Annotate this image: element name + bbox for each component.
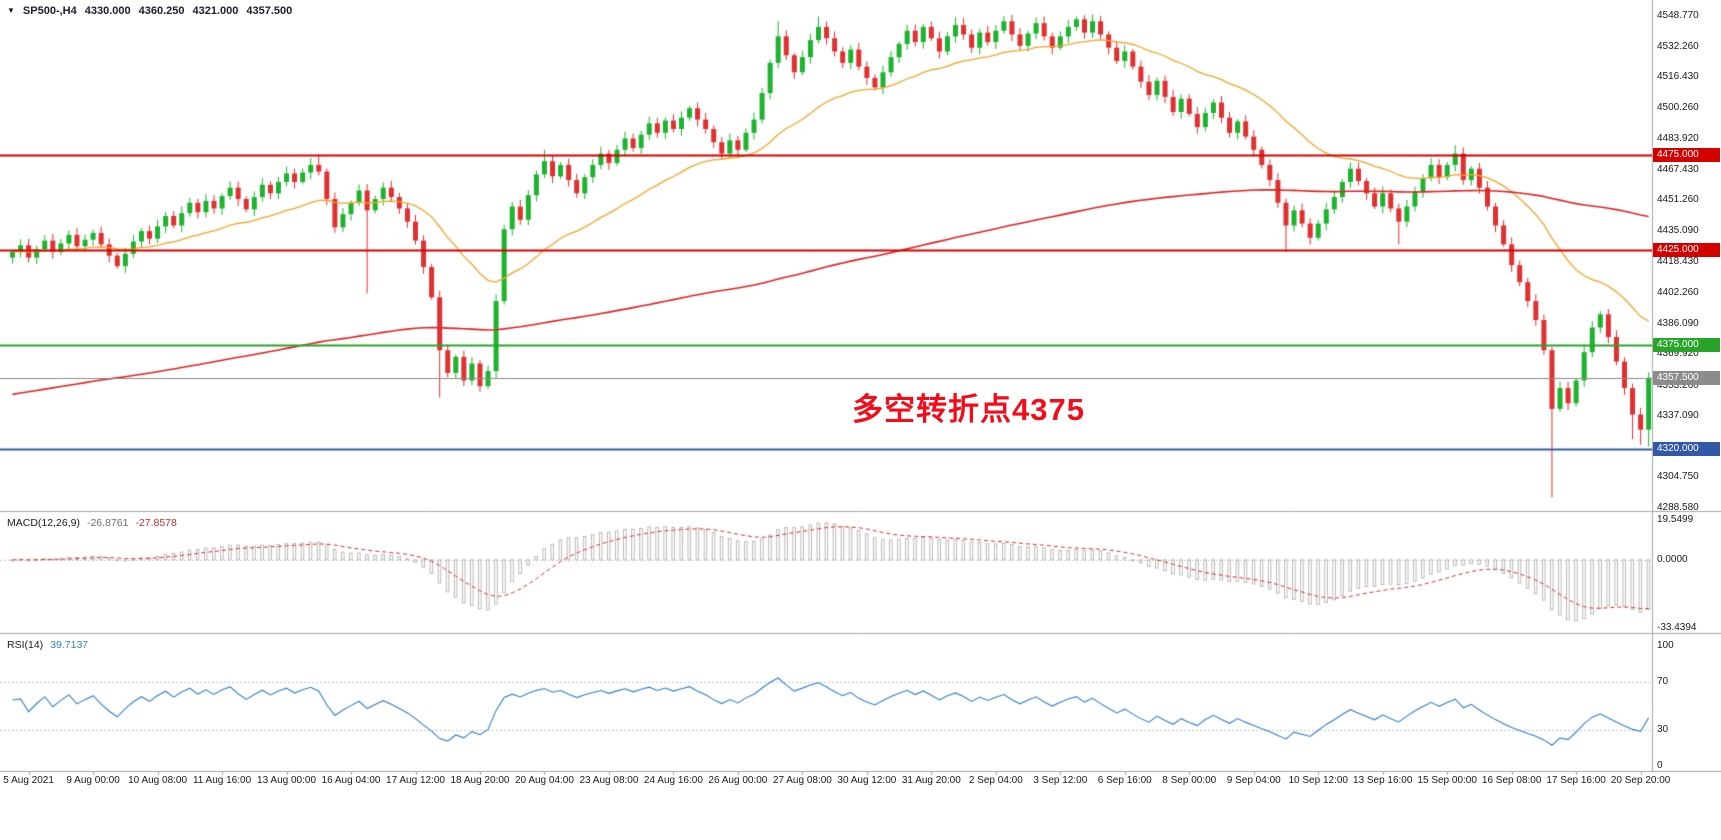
price-axis-label: 4418.430	[1657, 256, 1699, 268]
ohlc-close: 4357.500	[246, 5, 293, 17]
time-axis-label: 16 Sep 08:00	[1481, 775, 1542, 786]
time-axis-label: 31 Aug 20:00	[901, 775, 961, 786]
price-axis-label: 4516.430	[1657, 71, 1699, 83]
time-axis-label: 20 Sep 20:00	[1610, 775, 1671, 786]
rsi-axis-label: 30	[1657, 724, 1669, 735]
time-axis-label: 15 Sep 00:00	[1417, 775, 1477, 786]
rsi-value: 39.7137	[50, 639, 89, 651]
time-axis-label: 9 Aug 00:00	[66, 775, 120, 786]
price-level-label: 4475.000	[1653, 148, 1720, 163]
price-axis-label: 4337.090	[1657, 410, 1699, 422]
price-level-label: 4320.000	[1653, 441, 1720, 456]
time-axis-label: 13 Sep 16:00	[1352, 775, 1413, 786]
time-axis-label: 9 Sep 04:00	[1226, 775, 1281, 786]
price-axis-label: 4402.260	[1657, 287, 1699, 299]
time-axis-label: 11 Aug 16:00	[192, 775, 252, 786]
price-axis-label: 4353.260	[1657, 379, 1699, 391]
price-level-label: 4357.500	[1653, 370, 1720, 385]
time-axis-label: 5 Aug 2021	[3, 775, 54, 786]
price-axis-label: 4483.920	[1657, 132, 1699, 144]
time-axis-label: 17 Aug 12:00	[386, 775, 445, 786]
rsi-indicator-header: RSI(14) 39.7137	[7, 639, 88, 651]
price-axis-label: 4304.750	[1657, 471, 1699, 483]
time-axis-label: 10 Aug 08:00	[128, 775, 188, 786]
price-level-label: 4375.000	[1653, 337, 1720, 352]
symbol-ohlc-header: ▼ SP500-,H4 4330.000 4360.250 4321.000 4…	[7, 5, 292, 17]
price-axis-label: 4435.090	[1657, 224, 1699, 236]
price-axis-label: 4369.920	[1657, 348, 1699, 360]
macd-axis-label: -33.4394	[1657, 622, 1697, 633]
time-axis-label: 16 Aug 04:00	[321, 775, 381, 786]
price-axis-label: 4288.580	[1657, 502, 1699, 513]
rsi-title: RSI(14)	[7, 639, 44, 651]
time-axis-label: 20 Aug 04:00	[514, 775, 574, 786]
time-axis-label: 23 Aug 08:00	[579, 775, 639, 786]
ohlc-low: 4321.000	[192, 5, 239, 17]
price-axis-label: 4500.260	[1657, 101, 1699, 113]
price-axis-label: 4532.260	[1657, 41, 1699, 53]
time-axis-label: 26 Aug 00:00	[708, 775, 768, 786]
annotation-text[interactable]: 多空转折点4375	[852, 392, 1085, 427]
symbol-name: SP500-,H4	[22, 5, 77, 17]
ohlc-high: 4360.250	[138, 5, 185, 17]
chart-dropdown-icon[interactable]: ▼	[7, 6, 15, 15]
time-axis-label: 24 Aug 16:00	[643, 775, 703, 786]
time-axis-label: 6 Sep 16:00	[1097, 775, 1152, 786]
time-axis-label: 18 Aug 20:00	[450, 775, 510, 786]
macd-title: MACD(12,26,9)	[7, 517, 80, 529]
macd-indicator-header: MACD(12,26,9) -26.8761 -27.8578	[7, 517, 177, 529]
time-axis-label: 2 Sep 04:00	[968, 775, 1023, 786]
rsi-axis-label: 70	[1657, 676, 1669, 687]
price-axis-label: 4467.430	[1657, 163, 1699, 175]
time-axis-label: 8 Sep 00:00	[1162, 775, 1217, 786]
price-axis-label: 4386.090	[1657, 317, 1699, 329]
macd-main-value: -26.8761	[86, 517, 129, 529]
rsi-axis-label: 0	[1657, 760, 1663, 771]
ohlc-open: 4330.000	[84, 5, 131, 17]
macd-signal-value: -27.8578	[135, 517, 177, 529]
time-axis-label: 13 Aug 00:00	[257, 775, 317, 786]
price-level-label: 4425.000	[1653, 243, 1720, 258]
macd-axis-label: 19.5499	[1657, 514, 1694, 525]
time-axis-label: 27 Aug 08:00	[772, 775, 832, 786]
rsi-axis-label: 100	[1657, 640, 1674, 651]
time-axis-label: 17 Sep 16:00	[1546, 775, 1606, 786]
time-axis-label: 3 Sep 12:00	[1033, 775, 1088, 786]
time-axis-label: 10 Sep 12:00	[1288, 775, 1348, 786]
macd-axis-label: 0.0000	[1657, 553, 1688, 565]
time-axis-label: 30 Aug 12:00	[837, 775, 897, 786]
price-axis-label: 4451.260	[1657, 194, 1699, 206]
price-axis-label: 4548.770	[1657, 10, 1699, 21]
